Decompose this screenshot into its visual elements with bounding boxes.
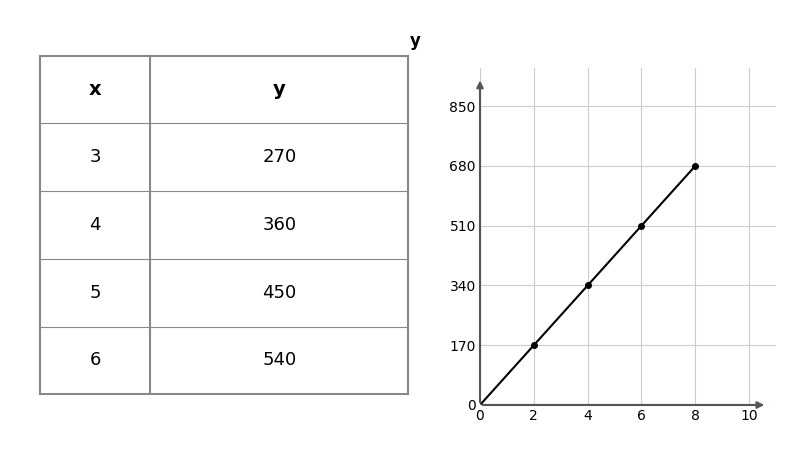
Text: 270: 270 xyxy=(262,148,297,166)
Text: 360: 360 xyxy=(262,216,296,234)
Text: 450: 450 xyxy=(262,284,297,302)
Text: y: y xyxy=(273,80,286,99)
Text: 4: 4 xyxy=(90,216,101,234)
Text: 3: 3 xyxy=(90,148,101,166)
Text: x: x xyxy=(89,80,102,99)
Text: y: y xyxy=(410,32,420,50)
Text: 6: 6 xyxy=(90,351,101,369)
Text: 5: 5 xyxy=(90,284,101,302)
Text: 540: 540 xyxy=(262,351,297,369)
